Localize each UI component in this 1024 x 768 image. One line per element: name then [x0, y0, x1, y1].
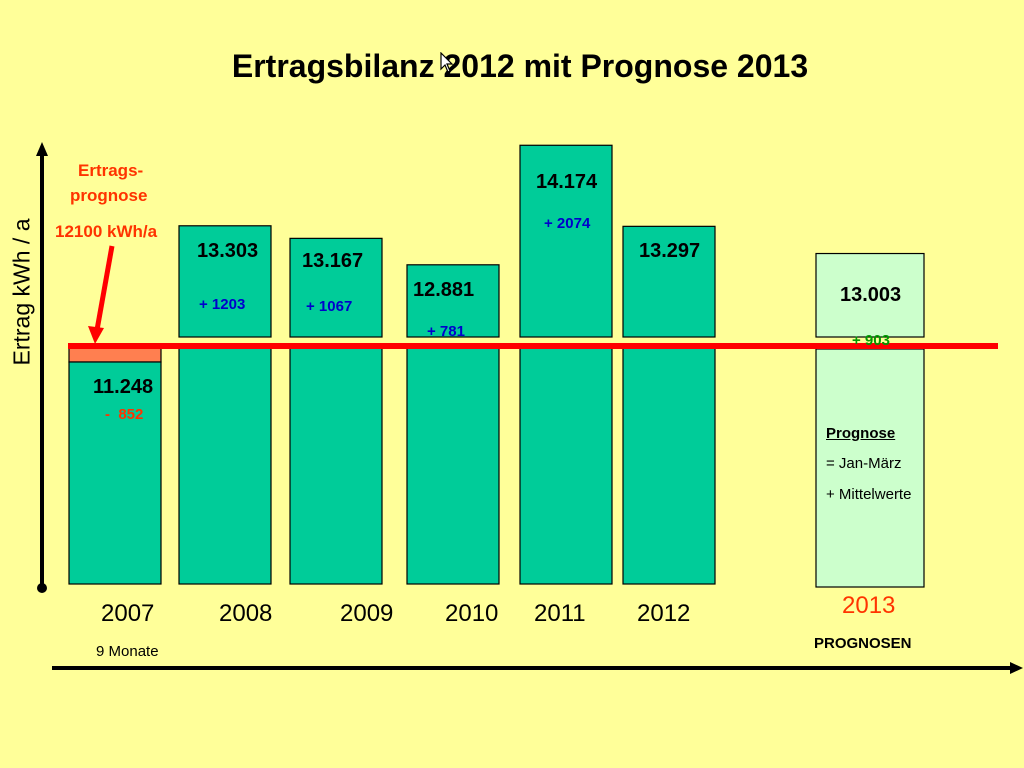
bar-lower-2008: [178, 345, 272, 585]
value-label-2009: 13.167: [302, 250, 364, 273]
mouse-cursor-icon: [440, 52, 454, 73]
x-tick-label-2011: 2011: [534, 600, 586, 627]
value-label-2011: 14.174: [536, 171, 598, 194]
note-prognosen: PROGNOSEN: [814, 635, 912, 652]
annotation-arrow-line: [94, 245, 115, 331]
bar-upper-2010: [406, 264, 500, 338]
reference-line: [68, 343, 998, 349]
diff-label-2011: + 2074: [544, 215, 591, 233]
diff-label-2010: + 781: [427, 322, 465, 340]
diff-label-2007: - 852: [105, 406, 144, 423]
chart-title: Ertragsbilanz 2012 mit Prognose 2013: [231, 48, 809, 84]
diff-label-2013: + 903: [852, 331, 890, 349]
bars-group: [68, 144, 925, 588]
bar-lower-2010: [406, 345, 500, 585]
diff-label-2009: + 1067: [306, 298, 353, 316]
bar-upper-2012: [622, 225, 716, 338]
bar-lower-2009: [289, 345, 383, 585]
value-label-2007: 11.248: [93, 376, 154, 398]
diff-label-2008: + 1203: [199, 295, 246, 313]
forecast-note-heading: Prognose: [826, 425, 896, 442]
x-tick-label-2009: 2009: [340, 600, 394, 627]
value-label-2010: 12.881: [413, 278, 475, 301]
bar-upper-2011: [519, 144, 613, 338]
bar-upper-2009: [289, 237, 383, 338]
bar-upper-2008: [178, 225, 272, 338]
y-axis-arrow-icon: [36, 142, 48, 156]
y-axis-origin-dot: [37, 583, 47, 593]
bar-lower-2012: [622, 345, 716, 585]
bar-2007: [68, 361, 162, 585]
x-tick-label-2012: 2012: [637, 600, 691, 627]
forecast-note-line2: + Mittelwerte: [826, 486, 912, 503]
value-label-2012: 13.297: [639, 240, 701, 263]
annotation-arrow-icon: [88, 326, 104, 344]
note-9-monate: 9 Monate: [96, 643, 159, 660]
bar-shortfall-2007: [68, 347, 162, 363]
bar-lower-2013: [815, 348, 925, 588]
annotation-value: 12100 kWh/a: [55, 222, 158, 241]
value-label-2008: 13.303: [197, 239, 259, 262]
x-tick-label-2007: 2007: [101, 600, 155, 627]
bar-upper-2013: [815, 252, 925, 338]
annotation-label-2: prognose: [70, 186, 148, 205]
bar-lower-2011: [519, 345, 613, 585]
x-tick-label-2013: 2013: [842, 592, 896, 619]
value-label-2013: 13.003: [840, 283, 902, 306]
x-tick-label-2010: 2010: [445, 600, 499, 627]
x-axis-arrow-icon: [1010, 662, 1023, 674]
x-tick-label-2008: 2008: [219, 600, 273, 627]
annotation-label-1: Ertrags-: [78, 161, 144, 180]
forecast-note-line1: = Jan-März: [826, 455, 902, 472]
y-axis-label: Ertrag kWh / a: [8, 218, 35, 366]
